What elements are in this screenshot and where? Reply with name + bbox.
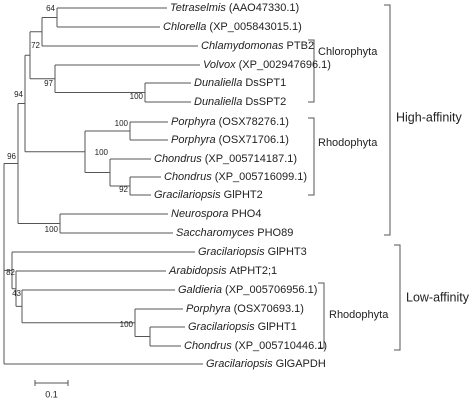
bootstrap-value: 94: [14, 90, 23, 99]
group-label: Low-affinity: [406, 290, 470, 304]
leaf-genus: Dunaliella: [194, 77, 242, 89]
leaf-genus: Chondrus: [164, 171, 212, 183]
bootstrap-value: 100: [120, 320, 134, 329]
leaf-id: PTB2: [287, 40, 315, 52]
leaf-id: (XP_005710446.1): [235, 340, 327, 352]
leaf-id: DsSPT1: [245, 77, 286, 89]
leaf-genus: Tetraselmis: [170, 2, 226, 14]
leaf-genus: Gracilariopsis: [206, 358, 273, 370]
leaf-genus: Gracilariopsis: [154, 189, 221, 201]
leaf-genus: Porphyra: [171, 116, 216, 128]
scale-bar-label: 0.1: [45, 389, 58, 399]
bootstrap-value: 100: [45, 225, 59, 234]
leaf-id: (AAO47330.1): [229, 2, 299, 14]
leaf-genus: Galdieria: [178, 284, 222, 296]
leaf-label: Gracilariopsis GlPHT3: [198, 246, 307, 258]
leaf-label: Gracilariopsis GlPHT2: [154, 189, 263, 201]
leaf-genus: Porphyra: [186, 303, 231, 315]
leaf-label: Dunaliella DsSPT1: [194, 77, 286, 89]
bootstrap-value: 64: [46, 4, 55, 13]
leaf-label: Galdieria (XP_005706956.1): [178, 284, 317, 296]
leaf-id: (OSX78276.1): [219, 116, 289, 128]
leaf-id: AtPHT2;1: [229, 265, 277, 277]
leaf-label: Porphyra (OSX78276.1): [171, 116, 289, 128]
leaf-label: Chondrus (XP_005710446.1): [184, 340, 327, 352]
leaf-genus: Volvox: [203, 59, 236, 71]
group-label: High-affinity: [396, 110, 463, 124]
leaf-genus: Arabidopsis: [168, 265, 227, 277]
leaf-genus: Neurospora: [171, 208, 228, 220]
clade-label: Rhodophyta: [329, 309, 389, 321]
leaf-genus: Gracilariopsis: [198, 246, 265, 258]
leaf-id: GlGAPDH: [276, 358, 326, 370]
bootstrap-value: 100: [115, 119, 129, 128]
bootstrap-value: 97: [44, 79, 53, 88]
leaf-label: Chlamydomonas PTB2: [201, 40, 314, 52]
leaf-genus: Chlamydomonas: [201, 40, 284, 52]
bootstrap-value: 100: [95, 148, 109, 157]
leaf-label: Arabidopsis AtPHT2;1: [168, 265, 277, 277]
bootstrap-value: 72: [31, 41, 40, 50]
leaf-id: DsSPT2: [245, 96, 286, 108]
leaf-label: Chondrus (XP_005716099.1): [164, 171, 307, 183]
leaf-id: (OSX70693.1): [234, 303, 304, 315]
leaf-label: Saccharomyces PHO89: [176, 227, 293, 239]
leaf-genus: Saccharomyces: [176, 227, 255, 239]
leaf-genus: Chondrus: [154, 153, 202, 165]
bootstrap-value: 43: [12, 289, 21, 298]
leaf-id: (OSX71706.1): [219, 134, 289, 146]
leaf-label: Chondrus (XP_005714187.1): [154, 153, 297, 165]
leaf-id: GlPHT2: [224, 189, 263, 201]
leaf-label: Dunaliella DsSPT2: [194, 96, 286, 108]
leaf-genus: Gracilariopsis: [188, 321, 255, 333]
leaf-label: Volvox (XP_002947696.1): [203, 59, 331, 71]
leaf-genus: Dunaliella: [194, 96, 242, 108]
leaf-genus: Chondrus: [184, 340, 232, 352]
clade-brackets: [308, 4, 401, 351]
leaf-id: GlPHT1: [258, 321, 297, 333]
leaf-label: Gracilariopsis GlPHT1: [188, 321, 297, 333]
leaf-label: Neurospora PHO4: [171, 208, 261, 220]
leaf-label: Porphyra (OSX70693.1): [186, 303, 304, 315]
leaf-label: Tetraselmis (AAO47330.1): [170, 2, 299, 14]
bootstrap-value: 92: [119, 185, 128, 194]
leaf-id: (XP_005706956.1): [225, 284, 317, 296]
leaf-id: (XP_002947696.1): [239, 59, 331, 71]
bootstrap-value: 96: [7, 152, 16, 161]
leaf-id: GlPHT3: [268, 246, 307, 258]
leaf-label: Porphyra (OSX71706.1): [171, 134, 289, 146]
leaf-id: PHO89: [257, 227, 293, 239]
leaf-label: Chlorella (XP_005843015.1): [163, 21, 302, 33]
leaf-label: Gracilariopsis GlGAPDH: [206, 358, 326, 370]
bootstrap-value: 82: [6, 268, 15, 277]
leaf-id: (XP_005714187.1): [205, 153, 297, 165]
leaf-genus: Chlorella: [163, 21, 206, 33]
clade-label: Chlorophyta: [318, 46, 378, 58]
tree-branches: [3, 7, 203, 365]
leaf-id: (XP_005716099.1): [215, 171, 307, 183]
bootstrap-value: 100: [130, 92, 144, 101]
leaf-id: (XP_005843015.1): [209, 21, 301, 33]
clade-label: Rhodophyta: [318, 137, 378, 149]
leaf-genus: Porphyra: [171, 134, 216, 146]
leaf-id: PHO4: [231, 208, 261, 220]
